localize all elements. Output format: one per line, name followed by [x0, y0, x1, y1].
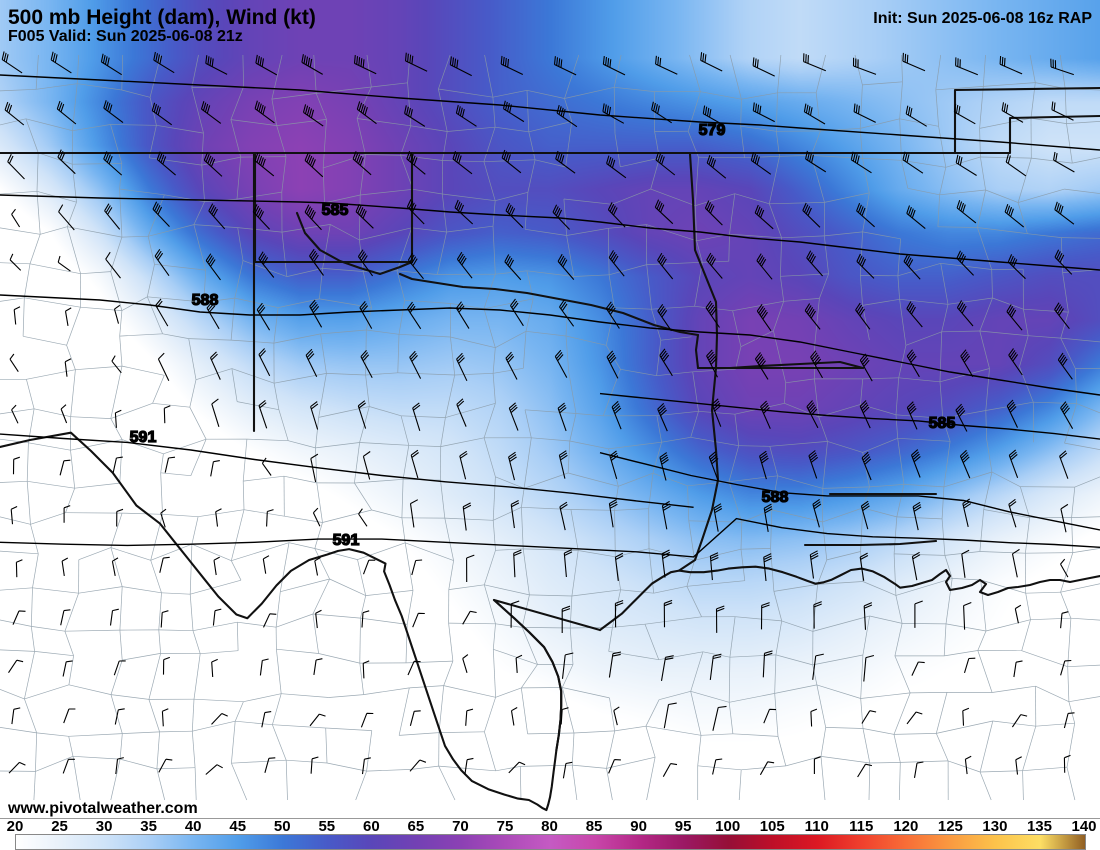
svg-text:585: 585	[322, 202, 349, 219]
svg-text:591: 591	[333, 532, 360, 549]
svg-text:591: 591	[130, 429, 157, 446]
svg-text:585: 585	[929, 415, 956, 432]
svg-text:588: 588	[762, 489, 789, 506]
